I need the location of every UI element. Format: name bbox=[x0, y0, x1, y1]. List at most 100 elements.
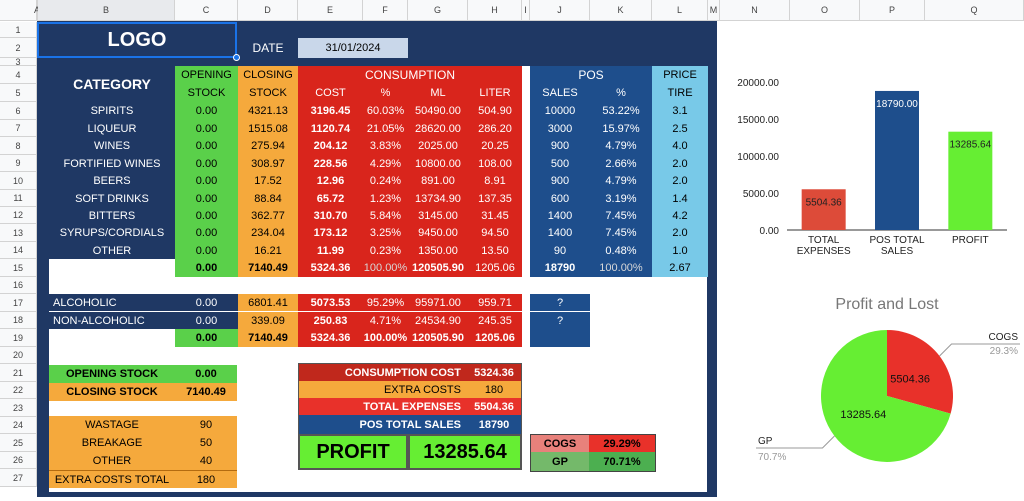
pct-value: 4.29% bbox=[363, 155, 408, 172]
total-closing: 7140.49 bbox=[238, 259, 298, 277]
profit-value: 13285.64 bbox=[408, 434, 522, 470]
column-header[interactable]: E bbox=[298, 0, 363, 21]
pct-value: 0.23% bbox=[363, 242, 408, 259]
column-header[interactable]: J bbox=[530, 0, 590, 21]
category-name: WINES bbox=[49, 137, 175, 155]
category-name: SOFT DRINKS bbox=[49, 190, 175, 207]
column-header[interactable]: A bbox=[34, 0, 40, 21]
category-name: OTHER bbox=[49, 242, 175, 259]
pos-pct-value: 4.79% bbox=[590, 172, 652, 190]
column-header[interactable]: D bbox=[238, 0, 298, 21]
row-header[interactable]: 10 bbox=[0, 172, 37, 190]
selection-handle[interactable] bbox=[233, 54, 240, 61]
alcohol-total-opening: 0.00 bbox=[175, 329, 238, 347]
wastage-value: 90 bbox=[199, 419, 213, 431]
sales-value: 900 bbox=[530, 137, 590, 155]
corner-select-all[interactable] bbox=[0, 0, 37, 21]
column-header[interactable]: K bbox=[590, 0, 652, 21]
row-header[interactable]: 9 bbox=[0, 155, 37, 172]
column-header[interactable]: H bbox=[468, 0, 522, 21]
extra-costs-total-value: 180 bbox=[175, 470, 237, 488]
row-header[interactable]: 26 bbox=[0, 452, 37, 469]
opening-value: 0.00 bbox=[175, 207, 238, 224]
cost-header: COST bbox=[298, 84, 363, 102]
bar bbox=[875, 90, 919, 230]
column-header[interactable]: N bbox=[720, 0, 790, 21]
total-cost: 5324.36 bbox=[298, 259, 363, 277]
cost-value: 310.70 bbox=[298, 207, 363, 224]
pos-pct-value: 0.48% bbox=[590, 242, 652, 259]
date-value[interactable]: 31/01/2024 bbox=[298, 38, 408, 58]
row-header[interactable]: 24 bbox=[0, 417, 37, 434]
row-header[interactable]: 17 bbox=[0, 294, 37, 312]
closing-header: CLOSING bbox=[238, 66, 298, 84]
row-header[interactable]: 13 bbox=[0, 224, 37, 242]
row-header[interactable]: 22 bbox=[0, 382, 37, 399]
bar-data-label: 13285.64 bbox=[949, 140, 991, 151]
leader-line bbox=[756, 435, 835, 449]
column-header[interactable]: L bbox=[652, 0, 708, 21]
row-header[interactable]: 3 bbox=[0, 57, 37, 67]
column-header[interactable]: P bbox=[860, 0, 925, 21]
bar-data-label: 5504.36 bbox=[806, 197, 843, 208]
sales-value: 500 bbox=[530, 155, 590, 172]
row-header[interactable]: 14 bbox=[0, 242, 37, 259]
opening-value: 0.00 bbox=[175, 137, 238, 155]
liter-value: 20.25 bbox=[468, 137, 522, 155]
column-header[interactable]: M bbox=[708, 0, 720, 21]
other-cost-label: OTHER bbox=[92, 455, 132, 467]
row-header[interactable]: 21 bbox=[0, 364, 37, 382]
extra-costs-block bbox=[49, 416, 237, 488]
price-value: 1.0 bbox=[652, 242, 708, 259]
chart-title: Profit and Lost bbox=[835, 296, 939, 313]
opening-value: 0.00 bbox=[175, 172, 238, 190]
column-header[interactable]: C bbox=[175, 0, 238, 21]
alcohol-pos: ? bbox=[530, 294, 590, 311]
closing-value: 16.21 bbox=[238, 242, 298, 259]
row-header[interactable]: 2 bbox=[0, 38, 37, 58]
row-header[interactable]: 7 bbox=[0, 120, 37, 137]
row-header[interactable]: 5 bbox=[0, 84, 37, 102]
row-header[interactable]: 6 bbox=[0, 102, 37, 120]
row-header[interactable]: 15 bbox=[0, 259, 37, 277]
row-header[interactable]: 12 bbox=[0, 207, 37, 224]
closing-value: 17.52 bbox=[238, 172, 298, 190]
row-header[interactable]: 4 bbox=[0, 66, 37, 84]
alcohol-category: NON-ALCOHOLIC bbox=[49, 312, 175, 329]
closing-value: 308.97 bbox=[238, 155, 298, 172]
column-header[interactable]: F bbox=[363, 0, 408, 21]
ml-value: 13734.90 bbox=[408, 190, 468, 207]
column-header[interactable]: I bbox=[522, 0, 530, 21]
price-value: 2.0 bbox=[652, 172, 708, 190]
bar-chart[interactable]: 0.00 5000.00 10000.00 15000.00 20000.00 5504.… bbox=[722, 60, 1022, 265]
column-header[interactable]: O bbox=[790, 0, 860, 21]
row-header[interactable]: 1 bbox=[0, 22, 37, 38]
row-header[interactable]: 25 bbox=[0, 434, 37, 452]
row-header[interactable]: 8 bbox=[0, 137, 37, 155]
row-header[interactable]: 19 bbox=[0, 329, 37, 347]
row-header[interactable]: 18 bbox=[0, 312, 37, 329]
alcohol-pct: 4.71% bbox=[363, 312, 408, 329]
x-tick-label: PROFIT bbox=[952, 235, 989, 246]
closing-value: 362.77 bbox=[238, 207, 298, 224]
row-header[interactable]: 20 bbox=[0, 347, 37, 364]
closing-value: 234.04 bbox=[238, 224, 298, 242]
row-header[interactable]: 11 bbox=[0, 190, 37, 207]
sales-value: 10000 bbox=[530, 102, 590, 120]
price-header: PRICE bbox=[652, 66, 708, 84]
column-header[interactable]: Q bbox=[925, 0, 1024, 21]
extra-costs-label: EXTRA COSTS bbox=[299, 381, 467, 398]
column-header[interactable]: B bbox=[38, 0, 175, 21]
pos-pct-value: 7.45% bbox=[590, 207, 652, 224]
sales-value: 1400 bbox=[530, 224, 590, 242]
row-header[interactable]: 23 bbox=[0, 399, 37, 417]
cost-value: 204.12 bbox=[298, 137, 363, 155]
selected-cell-outline[interactable] bbox=[37, 22, 237, 58]
alcohol-total-pct: 100.00% bbox=[363, 329, 408, 347]
row-header[interactable]: 16 bbox=[0, 277, 37, 294]
liter-value: 108.00 bbox=[468, 155, 522, 172]
row-header[interactable]: 27 bbox=[0, 469, 37, 487]
pie-chart[interactable]: Profit and Lost 5504.36 COGS 29.3% 13285.64 G… bbox=[722, 285, 1022, 495]
opening-value: 0.00 bbox=[175, 120, 238, 137]
column-header[interactable]: G bbox=[408, 0, 468, 21]
